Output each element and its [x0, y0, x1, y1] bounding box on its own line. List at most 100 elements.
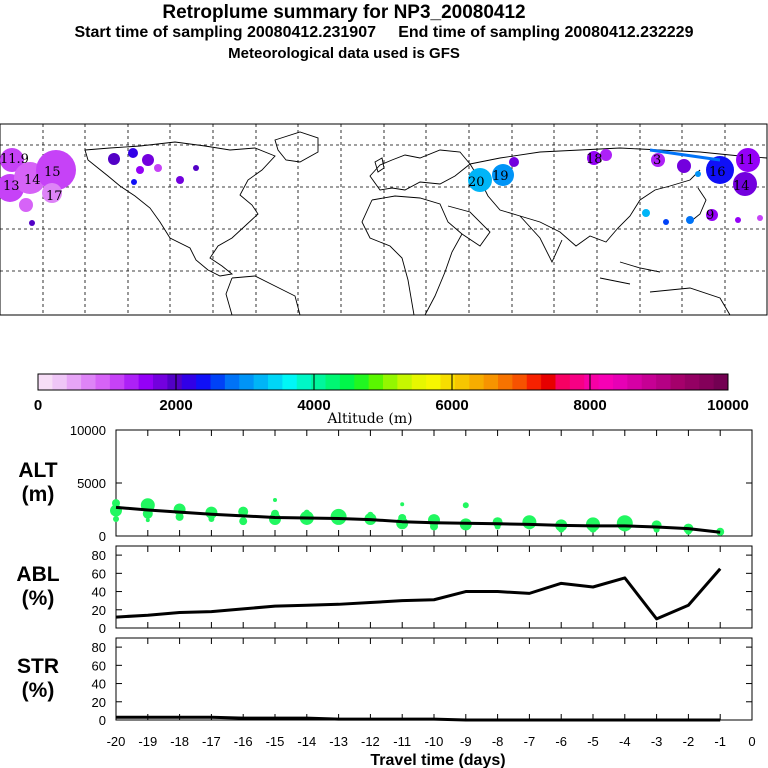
- x-tick-label: -5: [587, 734, 599, 749]
- plume-marker: [0, 148, 24, 172]
- colorbar-swatch: [81, 374, 96, 390]
- colorbar-tick-label: 4000: [297, 397, 330, 414]
- plume-day-label: 14: [733, 179, 750, 194]
- y-tick-label: 80: [92, 548, 106, 563]
- colorbar-swatch: [483, 374, 499, 390]
- x-tick-label: -15: [266, 734, 285, 749]
- plume-day-label: 16: [709, 165, 726, 180]
- y-tick-label: 0: [99, 713, 106, 728]
- colorbar-swatch: [526, 374, 542, 390]
- y-tick-label: 0: [99, 529, 106, 544]
- plume-day-labels: 11.9 13 14 15 17 20 19 18 16 11 14 9 3: [0, 152, 755, 223]
- colorbar-swatch: [383, 374, 398, 390]
- plume-marker: [19, 198, 33, 212]
- panel-frame: [115, 545, 753, 629]
- altitude-colorbar: 0 2000 4000 6000 8000 10000 Altitude (m): [34, 373, 749, 427]
- colorbar-swatch: [713, 374, 729, 390]
- colorbar-swatch: [181, 374, 197, 390]
- altitude-point: [145, 518, 150, 523]
- colorbar-swatch: [454, 374, 470, 390]
- altitude-point: [175, 512, 184, 521]
- colorbar-swatch: [239, 374, 255, 390]
- y-axis-label: (m): [22, 483, 55, 506]
- colorbar-swatch: [397, 374, 413, 390]
- plume-day-label: 13: [3, 179, 20, 194]
- plume-marker: [136, 166, 144, 174]
- altitude-point: [238, 506, 249, 517]
- colorbar-tick-label: 8000: [573, 397, 606, 414]
- x-tick-label: -16: [234, 734, 253, 749]
- y-tick-label: 60: [92, 566, 106, 581]
- plume-marker: [108, 153, 120, 165]
- colorbar-swatch: [440, 374, 456, 390]
- colorbar-swatch: [598, 374, 614, 390]
- altitude-point: [208, 516, 215, 523]
- colorbar-swatch: [167, 374, 183, 390]
- x-tick-label: -3: [651, 734, 663, 749]
- time-series-panels: 0500010000ALT(m)020406080ABL(%)020406080…: [16, 423, 755, 768]
- plume-marker: [642, 209, 650, 217]
- y-axis-label: ALT: [18, 459, 57, 482]
- altitude-point: [558, 526, 565, 533]
- plume-marker: [706, 209, 718, 221]
- colorbar-swatch: [153, 374, 168, 390]
- plume-marker: [131, 179, 137, 185]
- x-tick-label: -1: [714, 734, 726, 749]
- plume-marker: [706, 156, 734, 184]
- x-tick-label: -13: [329, 734, 348, 749]
- plume-day-label: 19: [492, 169, 509, 184]
- colorbar-swatch: [555, 374, 571, 390]
- series-line: [116, 715, 721, 722]
- colorbar-swatch: [469, 374, 485, 390]
- x-tick-label: -6: [555, 734, 567, 749]
- plume-marker: [193, 165, 199, 171]
- plume-marker: [733, 172, 757, 196]
- altitude-point: [398, 513, 407, 522]
- colorbar-swatch: [684, 374, 700, 390]
- plume-marker: [154, 164, 162, 172]
- plume-marker: [736, 148, 760, 172]
- plume-day-label: 17: [46, 189, 63, 204]
- colorbar-swatch: [368, 374, 384, 390]
- sampling-times: Start time of sampling 20080412.231907 E…: [74, 24, 694, 41]
- x-tick-label: -18: [170, 734, 189, 749]
- plume-marker: [509, 157, 519, 167]
- plume-markers: [0, 148, 763, 226]
- plume-marker: [677, 159, 691, 173]
- y-tick-label: 40: [92, 677, 106, 692]
- plume-marker: [600, 149, 612, 161]
- x-tick-label: -12: [361, 734, 380, 749]
- colorbar-swatch: [670, 374, 686, 390]
- plume-day-label: 3: [653, 153, 661, 168]
- plume-day-label: 11.9: [0, 152, 29, 167]
- x-tick-label: -7: [524, 734, 536, 749]
- chart-title: Retroplume summary for NP3_20080412: [162, 2, 526, 23]
- y-tick-label: 20: [92, 603, 106, 618]
- colorbar-swatch: [569, 374, 585, 390]
- colorbar-swatch: [296, 374, 312, 390]
- colorbar-swatch: [512, 374, 528, 390]
- plume-marker: [663, 219, 669, 225]
- colorbar-swatch: [224, 374, 240, 390]
- altitude-point: [303, 509, 310, 516]
- colorbar-swatch: [109, 374, 125, 390]
- altitude-point: [273, 497, 277, 502]
- x-axis-label: Travel time (days): [370, 752, 505, 768]
- colorbar-swatch: [282, 374, 298, 390]
- plume-marker: [757, 215, 763, 221]
- colorbar-frame: [37, 373, 729, 391]
- altitude-point: [462, 502, 469, 509]
- colorbar-swatch: [138, 374, 154, 390]
- met-data-label: Meteorological data used is GFS: [228, 45, 460, 62]
- plume-marker: [128, 148, 138, 158]
- colorbar-swatch: [196, 374, 211, 390]
- colorbar-label: Altitude (m): [326, 411, 412, 427]
- plume-marker: [587, 151, 601, 165]
- coastlines: [84, 131, 768, 316]
- altitude-point: [239, 517, 248, 526]
- plume-marker: [695, 171, 701, 177]
- altitude-point: [430, 522, 438, 531]
- plume-marker: [735, 217, 741, 223]
- altitude-point: [112, 499, 120, 508]
- plume-marker: [176, 176, 184, 184]
